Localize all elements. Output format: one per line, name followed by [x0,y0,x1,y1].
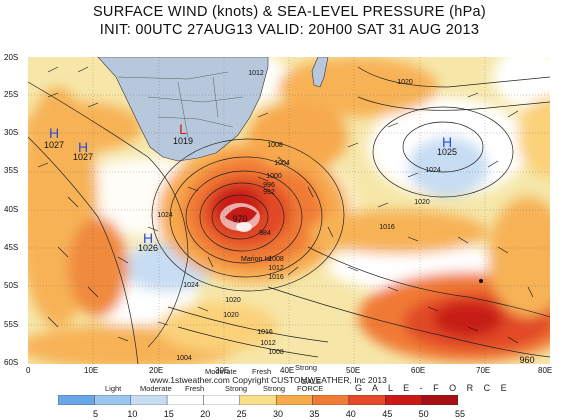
lat-label-45s: 45S [4,243,19,252]
isobar-label: 1008 [267,142,283,149]
gale-force-label: G A L E - F O R C E [355,383,511,393]
lon-label-20e: 20E [149,366,164,375]
isobar-label: 1016 [268,274,284,281]
weather-map: H 1027 H 1027 L 1019 H 1025 H 1026 970 9… [28,57,550,364]
country-borders [117,71,244,138]
colorbar-cell [94,395,131,405]
lon-label-60e: 60E [411,366,426,375]
map-title-line2: INIT: 00UTC 27AUG13 VALID: 20H00 SAT 31 … [99,22,480,38]
lat-label-30s: 30S [4,128,19,137]
colorbar-tick-label: 5 [93,409,99,419]
lat-label-40s: 40S [4,205,19,214]
pressure-value: 1027 [44,140,64,150]
colorbar-cell [385,395,422,405]
colorbar-tick-label: 55 [455,409,466,419]
lon-label-50e: 50E [346,366,361,375]
pressure-value: 1025 [437,147,457,157]
isobar-label: 1012 [248,70,264,77]
isobar-label: 1016 [257,329,273,336]
pressure-value: 960 [519,355,534,364]
colorbar-tick-label: 50 [418,409,429,419]
colorbar-cell [239,395,277,405]
isobar-label: 1004 [274,160,290,167]
colorbar-cell [203,395,241,405]
colorbar-cell [275,395,313,405]
isobar-label: 1024 [425,167,441,174]
island-marker [479,279,483,283]
lat-label-20s: 20S [4,53,19,62]
isobar-label: 984 [259,230,271,237]
colorbar-cell [166,395,204,405]
low-center-marker: L [179,121,187,137]
pressure-value: 1019 [173,136,193,146]
category-light: Light [105,384,122,393]
pressure-value: 970 [232,214,247,224]
category-fresh: Fresh [185,384,205,393]
lat-label-55s: 55S [4,320,19,329]
category-gale: GALE [301,377,322,386]
wind-speed-colorbar [58,395,458,405]
colorbar-tick-label: 30 [273,409,284,419]
colorbar-cell [130,395,168,405]
isobar-label: 1000 [266,173,282,180]
lon-label-80e: 80E [538,366,553,375]
isobar-label: 1020 [414,199,430,206]
copyright-credit: www.1stweather.com Copyright CUSTOMWEATH… [150,375,387,385]
lon-label-0: 0 [26,366,31,375]
isobar-label: 1024 [157,212,173,219]
category-force: FORCE [297,384,324,393]
lat-label-60s: 60S [4,358,19,367]
isobar-label: 1024 [183,282,199,289]
colorbar-tick-label: 40 [345,409,356,419]
pressure-value: 1026 [138,243,158,253]
colorbar-tick-label: 25 [236,409,247,419]
pressure-value: 1027 [73,152,93,162]
isobar-label: 1016 [379,224,395,231]
high-center-marker: H [49,125,59,141]
category-strong-2: Strong [263,384,286,393]
lon-label-70e: 70E [476,366,491,375]
isobar-label: 1020 [397,79,413,86]
wind-barbs [37,66,534,344]
lat-label-35s: 35S [4,166,19,175]
isobars [28,66,550,364]
lon-label-30e: 30E [215,366,230,375]
colorbar-tick-label: 20 [200,409,211,419]
map-title-line1: SURFACE WIND (knots) & SEA-LEVEL PRESSUR… [92,4,487,20]
isobar-label: 1012 [260,340,276,347]
isobar-label: 996 [263,182,275,189]
isobar-label: 1008 [268,256,284,263]
colorbar-cell [312,395,350,405]
colorbar-cell [58,395,95,405]
colorbar-cell [421,395,458,405]
isobar-label: 1020 [225,297,241,304]
category-label: Strong [295,363,318,372]
lon-label-40e: 40E [280,366,295,375]
colorbar-tick-label: 10 [127,409,138,419]
category-label: Fresh [252,367,272,376]
marion-island-label: Marion Isl [241,256,272,263]
isobar-label: 992 [263,189,275,196]
isobar-label: 1008 [268,349,284,356]
lon-label-10e: 10E [84,366,99,375]
lat-label-50s: 50S [4,281,19,290]
high-center-marker: H [143,230,153,246]
colorbar-cell [348,395,386,405]
isobar-label: 1004 [176,355,192,362]
madagascar [311,57,329,88]
colorbar-tick-label: 45 [382,409,393,419]
colorbar-tick-label: 15 [163,409,174,419]
high-center-marker: H [78,139,88,155]
isobar-label: 1020 [223,312,239,319]
isobar-label: 1012 [268,265,284,272]
lat-label-25s: 25S [4,90,19,99]
colorbar-tick-label: 35 [309,409,320,419]
high-center-marker: H [442,134,452,150]
category-label: Moderate [205,367,237,376]
category-strong: Strong [225,384,248,393]
graticule [28,57,550,364]
category-moderate: Moderate [140,384,172,393]
